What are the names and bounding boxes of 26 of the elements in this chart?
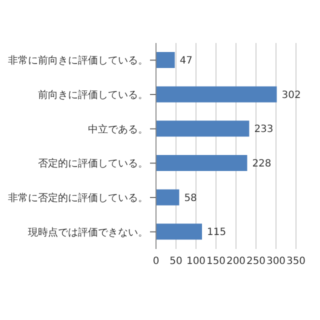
y-tick-label: 中立である。 [88,123,148,136]
x-tick-label: 350 [286,256,306,268]
bar [156,224,202,240]
y-tick-label: 前向きに評価している。 [38,89,148,102]
x-tick-label: 200 [226,256,246,268]
data-label: 302 [282,90,301,101]
x-tick-label: 100 [186,256,206,268]
bar [156,155,248,171]
x-tick-label: 0 [152,256,160,268]
data-label: 115 [207,227,226,238]
data-label: 228 [252,158,272,170]
bar [156,86,277,102]
x-tick-label: 150 [206,256,226,268]
x-tick-label: 50 [170,256,182,268]
y-tick-label: 非常に否定的に評価している。 [8,192,148,204]
bar [156,120,250,137]
x-tick-label: 300 [266,256,286,268]
y-tick-label: 非常に前向きに評価している。 [8,54,148,67]
x-tick-label: 250 [246,256,266,268]
y-tick-label: 現時点では評価できない。 [28,226,148,238]
data-label: 233 [254,124,274,136]
bar [156,189,180,206]
bar [156,52,175,68]
data-label: 58 [184,192,197,204]
y-tick-label: 否定的に評価している。 [38,158,148,170]
data-label: 47 [180,56,193,67]
